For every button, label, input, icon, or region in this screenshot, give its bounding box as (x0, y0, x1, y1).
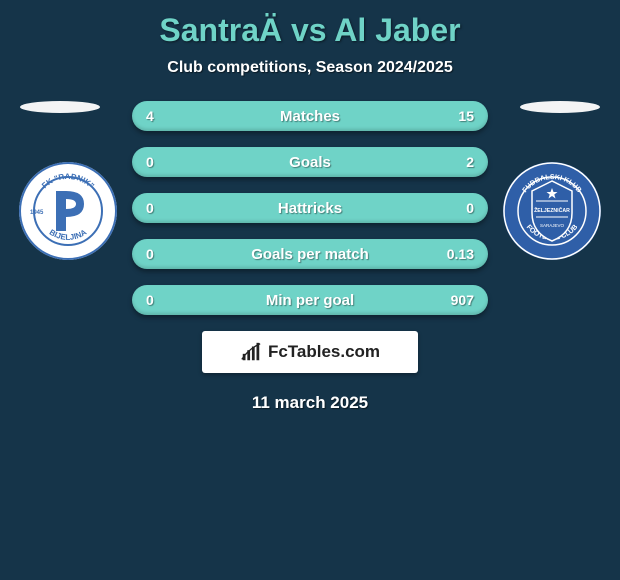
stat-row: 0 Goals per match 0.13 (132, 239, 488, 269)
stat-value-left: 0 (146, 292, 154, 308)
comparison-area: FK "RADNIK" BIJELJINA 1945 FUDBALSKI KLU… (0, 101, 620, 413)
stat-label: Matches (280, 108, 340, 125)
brand-badge: FcTables.com (202, 331, 418, 373)
stat-row: 4 Matches 15 (132, 101, 488, 131)
region-marker-left (20, 101, 100, 113)
stat-value-left: 0 (146, 200, 154, 216)
stat-row: 0 Hattricks 0 (132, 193, 488, 223)
stat-value-left: 4 (146, 108, 154, 124)
stat-label: Min per goal (266, 292, 354, 309)
stat-value-right: 0.13 (447, 246, 474, 262)
stat-value-right: 0 (466, 200, 474, 216)
crest-right-center-text: ŽELJEZNIČAR (534, 206, 570, 214)
page-subtitle: Club competitions, Season 2024/2025 (0, 59, 620, 77)
stat-value-left: 0 (146, 154, 154, 170)
stat-row: 0 Goals 2 (132, 147, 488, 177)
stat-label: Hattricks (278, 200, 342, 217)
bar-chart-icon (240, 341, 262, 363)
crest-left-year: 1945 (30, 210, 44, 216)
region-marker-right (520, 101, 600, 113)
stat-value-right: 907 (451, 292, 474, 308)
stat-value-right: 2 (466, 154, 474, 170)
stat-value-right: 15 (458, 108, 474, 124)
stat-label: Goals per match (251, 246, 369, 263)
stat-value-left: 0 (146, 246, 154, 262)
brand-text: FcTables.com (268, 342, 380, 362)
page-title: SantraÄ vs Al Jaber (0, 0, 620, 49)
club-crest-right: FUDBALSKI KLUB FOOTBALL CLUB ŽELJEZNIČAR… (502, 161, 602, 261)
club-crest-left: FK "RADNIK" BIJELJINA 1945 (18, 161, 118, 261)
stats-rows: 4 Matches 15 0 Goals 2 0 Hattricks 0 0 G… (132, 101, 488, 315)
stat-row: 0 Min per goal 907 (132, 285, 488, 315)
crest-right-city: SARAJEVO (540, 223, 565, 228)
stat-label: Goals (289, 154, 331, 171)
date-text: 11 march 2025 (0, 393, 620, 413)
